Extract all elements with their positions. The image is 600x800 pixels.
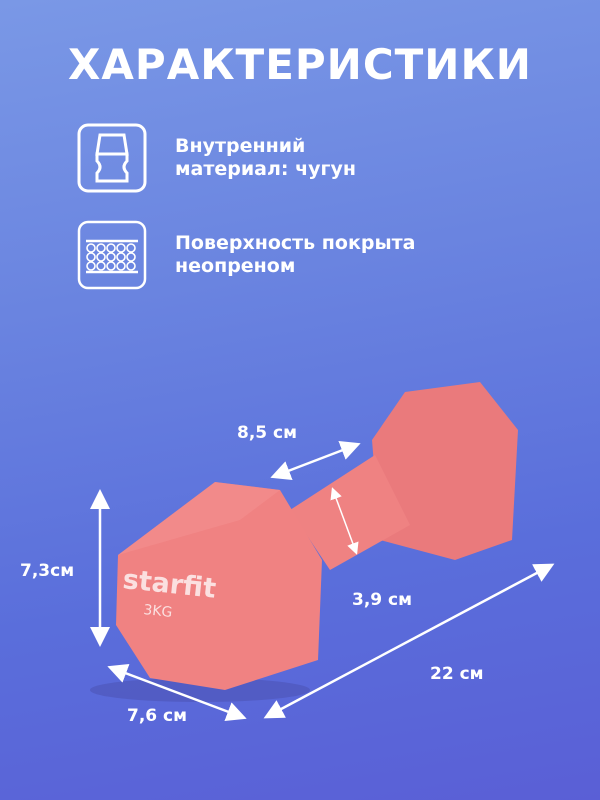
handle-length-arrow — [270, 441, 361, 480]
handle-diameter-arrow — [330, 487, 359, 555]
dumbbell-right-head — [372, 382, 518, 560]
feature-text-line: неопреном — [175, 255, 296, 277]
width-label: 7,6 см — [127, 706, 188, 726]
feature-surface: Поверхность покрыта неопреном — [77, 220, 475, 290]
neoprene-surface-icon — [77, 220, 147, 290]
feature-text-line: Поверхность покрыта — [175, 232, 416, 254]
height-label: 7,3см — [20, 561, 75, 581]
width-arrow — [107, 663, 247, 722]
dumbbell-material-icon — [77, 123, 147, 193]
dumbbell-image: starfit 3KG — [90, 382, 518, 702]
handle-diameter-label: 3,9 см — [352, 590, 413, 610]
length-arrow — [263, 563, 555, 719]
page-title: ХАРАКТЕРИСТИКИ — [68, 40, 532, 89]
feature-text-line: материал: чугун — [175, 158, 356, 180]
feature-material: Внутренний материал: чугун — [77, 123, 475, 193]
handle-length-label: 8,5 см — [237, 423, 298, 443]
weight-label: 3KG — [143, 602, 173, 621]
feature-text-line: Внутренний — [175, 135, 306, 157]
length-label: 22 см — [430, 664, 484, 684]
